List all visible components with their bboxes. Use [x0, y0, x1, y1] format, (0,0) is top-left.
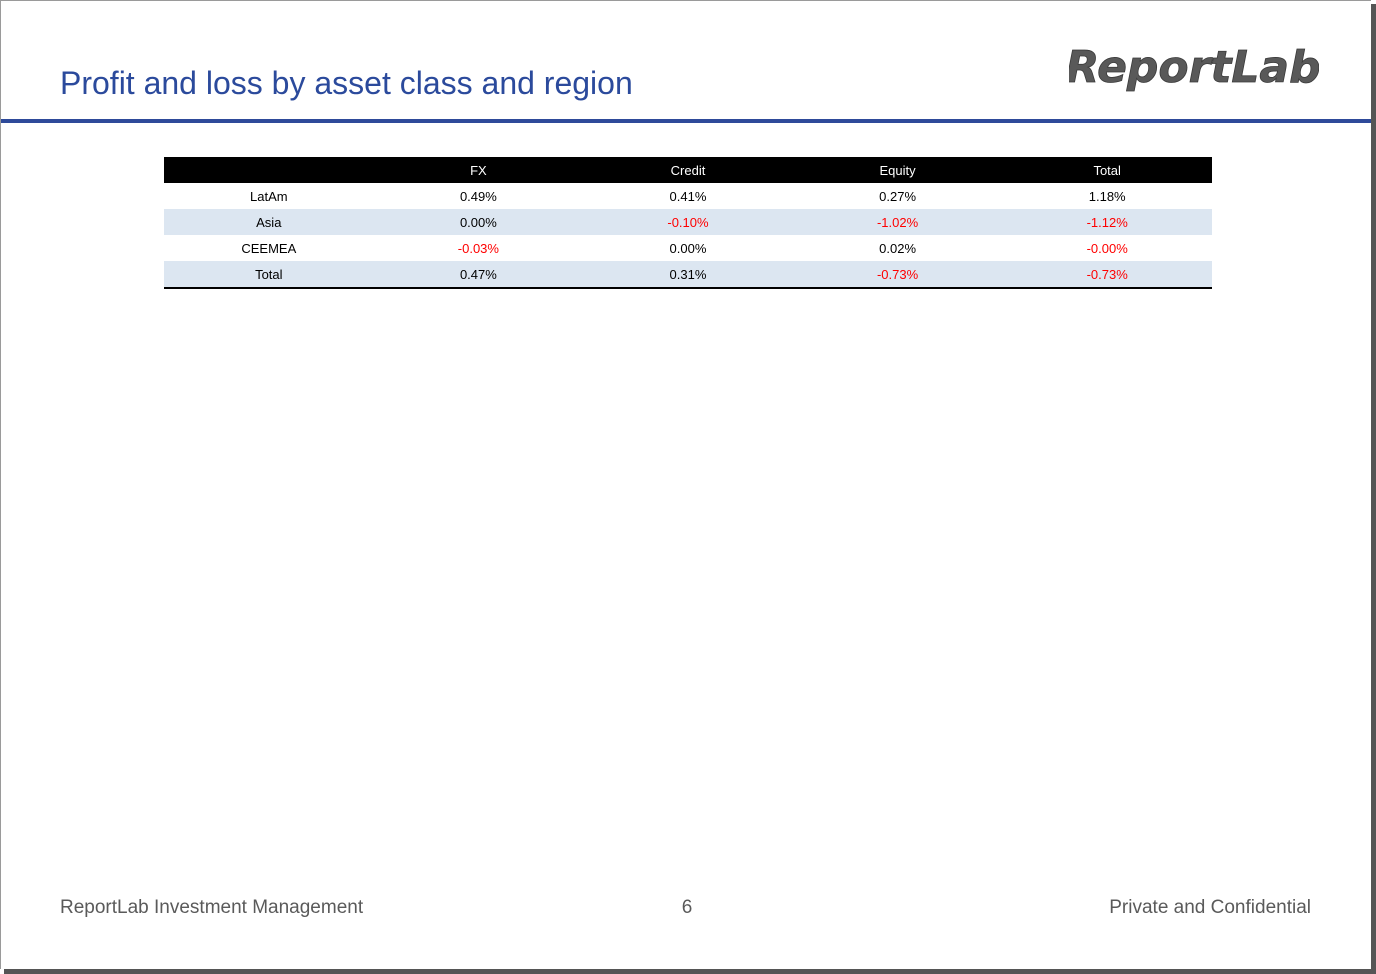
table-row: LatAm 0.49% 0.41% 0.27% 1.18%	[164, 183, 1212, 209]
table-cell: -1.12%	[1002, 209, 1212, 235]
table-cell: 1.18%	[1088, 188, 1126, 204]
footer-page-number: 6	[681, 897, 693, 918]
column-header-credit: Credit	[583, 157, 793, 183]
table-cell: 0.02%	[879, 240, 917, 256]
pnl-table: FX Credit Equity Total LatAm 0.49% 0.41%…	[164, 157, 1212, 289]
row-label: LatAm	[250, 188, 288, 204]
column-header-region	[164, 157, 374, 183]
row-label: CEEMEA	[241, 240, 297, 256]
page-shadow-bottom	[4, 969, 1376, 974]
table-total-row: Total 0.47% 0.31% -0.73% -0.73%	[164, 261, 1212, 289]
table-cell: 0.49%	[459, 188, 497, 204]
table-cell: -0.10%	[583, 209, 793, 235]
column-header-fx: FX	[373, 157, 584, 183]
column-header-total: Total	[1002, 157, 1212, 183]
row-label: Total	[164, 261, 374, 289]
table-cell: -0.73%	[1002, 261, 1212, 289]
table-cell: 0.00%	[373, 209, 584, 235]
footer-company: ReportLab Investment Management	[60, 897, 364, 918]
table-cell: 0.41%	[669, 188, 707, 204]
table-cell: 0.00%	[669, 240, 707, 256]
table-row: Asia 0.00% -0.10% -1.02% -1.12%	[164, 209, 1212, 235]
table-cell: -0.00%	[1086, 240, 1128, 256]
table-row: CEEMEA -0.03% 0.00% 0.02% -0.00%	[164, 235, 1212, 261]
table-cell: 0.31%	[583, 261, 793, 289]
column-header-equity: Equity	[792, 157, 1003, 183]
table-cell: -0.73%	[792, 261, 1003, 289]
table-cell: 0.27%	[879, 188, 917, 204]
logo-wordmark: ReportLab	[1069, 42, 1319, 93]
footer-confidentiality: Private and Confidential	[1109, 897, 1311, 918]
row-label: Asia	[164, 209, 374, 235]
table-cell: 0.47%	[373, 261, 584, 289]
table-cell: -1.02%	[792, 209, 1003, 235]
page-shadow-right	[1371, 4, 1376, 974]
header-rule	[1, 119, 1372, 123]
table-header-row: FX Credit Equity Total	[164, 157, 1212, 183]
reportlab-logo: ReportLab	[1069, 42, 1319, 94]
page-title: Profit and loss by asset class and regio…	[60, 65, 633, 101]
table-cell: -0.03%	[457, 240, 499, 256]
